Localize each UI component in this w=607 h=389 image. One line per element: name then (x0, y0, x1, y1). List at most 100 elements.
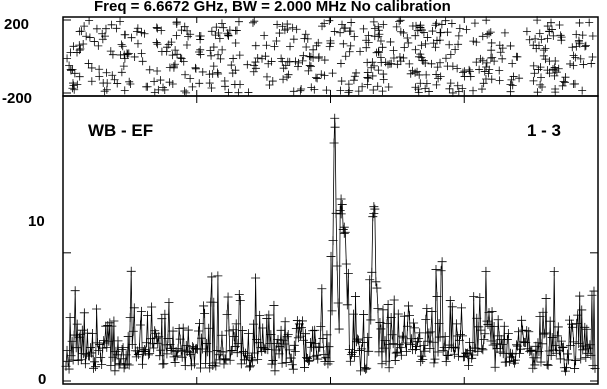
amplitude-point (288, 364, 298, 374)
amplitude-point (333, 298, 343, 308)
amplitude-point (69, 330, 79, 340)
amplitude-point (475, 293, 485, 303)
phase-point (482, 58, 491, 67)
amplitude-point (218, 347, 228, 357)
amplitude-point (335, 205, 345, 215)
phase-point (358, 82, 367, 91)
amplitude-point (216, 347, 226, 357)
amplitude-point (232, 348, 242, 358)
amplitude-point (287, 360, 297, 370)
phase-point (554, 64, 563, 73)
amplitude-point (347, 347, 357, 357)
phase-point (191, 64, 200, 73)
phase-point (169, 62, 178, 71)
phase-point (262, 72, 271, 81)
phase-point (325, 42, 334, 51)
phase-point (412, 21, 421, 30)
amplitude-point (209, 297, 219, 307)
phase-point (220, 77, 229, 86)
phase-point (341, 52, 350, 61)
amplitude-point (64, 364, 74, 374)
phase-point (297, 85, 306, 94)
phase-point (248, 18, 257, 27)
amplitude-point (393, 309, 403, 319)
amplitude-point (515, 348, 525, 358)
amplitude-point (127, 340, 137, 350)
amplitude-point (94, 346, 104, 356)
amplitude-point (540, 328, 550, 338)
phase-point (386, 37, 395, 46)
phase-point (447, 19, 456, 28)
amplitude-point (80, 359, 90, 369)
phase-point (265, 81, 274, 90)
phase-point (535, 29, 544, 38)
phase-point (435, 36, 444, 45)
phase-point (272, 36, 281, 45)
phase-point (168, 51, 177, 60)
phase-point (79, 39, 88, 48)
phase-point (557, 33, 566, 42)
amplitude-point (235, 295, 245, 305)
amplitude-point (237, 326, 247, 336)
amplitude-point (561, 363, 571, 373)
amplitude-point (142, 338, 152, 348)
amplitude-point (542, 359, 552, 369)
phase-point (431, 21, 440, 30)
phase-point (207, 51, 216, 60)
phase-point (446, 50, 455, 59)
phase-point (406, 69, 415, 78)
amplitude-point (483, 319, 493, 329)
amplitude-point (570, 364, 580, 374)
phase-point (370, 24, 379, 33)
phase-point (374, 66, 383, 75)
phase-point (368, 71, 377, 80)
phase-point (176, 53, 185, 62)
phase-point (207, 27, 216, 36)
phase-point (515, 74, 524, 83)
phase-point (411, 31, 420, 40)
amplitude-point (571, 356, 581, 366)
phase-point (296, 86, 305, 95)
phase-point (488, 53, 497, 62)
phase-point (395, 52, 404, 61)
phase-point (264, 59, 273, 68)
amplitude-point (185, 349, 195, 359)
amplitude-point (189, 359, 199, 369)
phase-point (487, 75, 496, 84)
phase-point (171, 46, 180, 55)
series-label-scan: 1 - 3 (527, 121, 561, 140)
amplitude-point (207, 272, 217, 282)
amplitude-point (316, 322, 326, 332)
phase-point (336, 86, 345, 95)
phase-point (288, 23, 297, 32)
phase-point (375, 30, 384, 39)
amplitude-point (581, 353, 591, 363)
phase-point (173, 50, 182, 59)
phase-point (482, 63, 491, 72)
amplitude-point (277, 358, 287, 368)
amplitude-point (332, 261, 342, 271)
amplitude-point (502, 335, 512, 345)
amplitude-point (440, 332, 450, 342)
amplitude-point (91, 362, 101, 372)
phase-point (69, 42, 78, 51)
amplitude-point (77, 325, 87, 335)
amplitude-point (387, 330, 397, 340)
phase-point (206, 46, 215, 55)
phase-point (411, 45, 420, 54)
amplitude-point (158, 359, 168, 369)
phase-point (195, 48, 204, 57)
phase-point (66, 66, 75, 75)
phase-point (154, 85, 163, 94)
amplitude-point (585, 340, 595, 350)
amplitude-point (532, 353, 542, 363)
phase-point (76, 44, 85, 53)
amplitude-point (99, 336, 109, 346)
amplitude-point (429, 358, 439, 368)
phase-point (374, 26, 383, 35)
phase-point (312, 41, 321, 50)
phase-point (305, 52, 314, 61)
amplitude-point (65, 312, 75, 322)
amplitude-point (278, 335, 288, 345)
phase-point (572, 42, 581, 51)
